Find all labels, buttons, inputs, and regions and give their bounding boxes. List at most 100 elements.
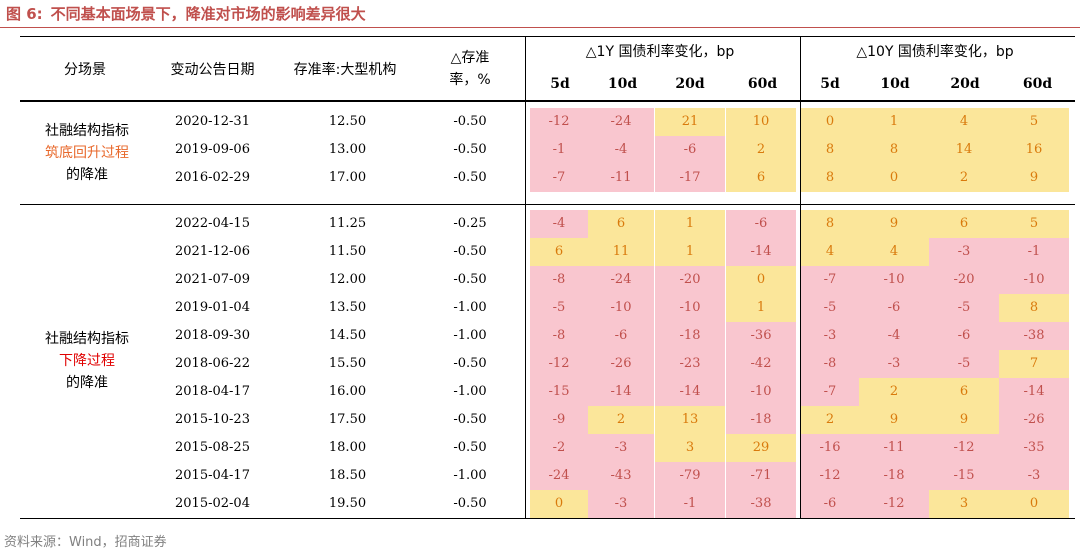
cell-1y-60d: 29 <box>752 440 770 455</box>
header-scene: 分场景 <box>64 62 106 78</box>
cell-1y-5d: -4 <box>552 216 566 231</box>
title-rule <box>0 27 1080 28</box>
cell-bg-1y-20d <box>655 490 725 518</box>
cell-10y-60d: 9 <box>1029 170 1039 185</box>
cell-1y-10d: -10 <box>610 300 632 315</box>
cell-1y-20d: -6 <box>683 142 697 157</box>
cell-1y-10d: -14 <box>610 384 632 399</box>
cell-bg-10y-10d <box>859 378 929 406</box>
cell-date: 2021-12-06 <box>175 244 250 259</box>
cell-10y-10d: -3 <box>887 356 901 371</box>
cell-bg-1y-20d <box>655 406 725 434</box>
cell-10y-5d: -7 <box>823 384 837 399</box>
cell-1y-60d: 0 <box>756 272 766 287</box>
cell-10y-20d: 6 <box>959 384 969 399</box>
cell-10y-10d: 4 <box>889 244 899 259</box>
group-label-line3: 的降准 <box>66 375 108 391</box>
cell-bg-1y-10d <box>588 136 654 164</box>
header-delta-rrr-line1: △存准 <box>450 50 490 66</box>
cell-10y-60d: -3 <box>1027 468 1041 483</box>
cell-1y-60d: -36 <box>750 328 772 343</box>
cell-bg-10y-10d <box>859 108 929 136</box>
cell-bg-10y-60d <box>999 490 1069 518</box>
cell-bg-10y-5d <box>801 164 859 192</box>
cell-10y-20d: -5 <box>957 356 971 371</box>
table-top-rule <box>20 36 1075 37</box>
cell-bg-1y-10d <box>588 378 654 406</box>
cell-date: 2018-06-22 <box>175 356 250 371</box>
cell-bg-1y-10d <box>588 490 654 518</box>
cell-1y-20d: -18 <box>679 328 701 343</box>
cell-1y-20d: -20 <box>679 272 701 287</box>
cell-bg-10y-10d <box>859 406 929 434</box>
cell-bg-1y-20d <box>655 108 725 136</box>
cell-1y-20d: 1 <box>685 216 695 231</box>
cell-bg-1y-5d <box>530 406 588 434</box>
cell-bg-10y-5d <box>801 322 859 350</box>
cell-bg-1y-5d <box>530 238 588 266</box>
cell-bg-10y-5d <box>801 490 859 518</box>
cell-1y-60d: -10 <box>750 384 772 399</box>
cell-rrr: 12.00 <box>328 272 367 287</box>
cell-bg-10y-60d <box>999 406 1069 434</box>
header-rrr: 存准率:大型机构 <box>293 62 397 78</box>
cell-bg-1y-10d <box>588 350 654 378</box>
cell-10y-60d: 0 <box>1029 496 1039 511</box>
cell-10y-5d: 4 <box>825 244 835 259</box>
cell-delta-rrr: -0.50 <box>453 142 487 157</box>
cell-10y-20d: -12 <box>953 440 975 455</box>
cell-delta-rrr: -0.50 <box>453 170 487 185</box>
cell-1y-20d: 1 <box>685 244 695 259</box>
cell-bg-1y-5d <box>530 462 588 490</box>
cell-date: 2020-12-31 <box>175 114 250 129</box>
header-group-10y: △10Y 国债利率变化，bp <box>856 44 1014 60</box>
cell-date: 2015-10-23 <box>175 412 250 427</box>
cell-bg-10y-5d <box>801 108 859 136</box>
cell-bg-10y-60d <box>999 350 1069 378</box>
cell-1y-10d: -26 <box>610 356 632 371</box>
cell-bg-1y-20d <box>655 350 725 378</box>
cell-bg-10y-10d <box>859 434 929 462</box>
cell-1y-5d: -2 <box>552 440 566 455</box>
cell-10y-20d: -6 <box>957 328 971 343</box>
cell-bg-10y-10d <box>859 350 929 378</box>
cell-delta-rrr: -1.00 <box>453 300 487 315</box>
cell-bg-1y-5d <box>530 164 588 192</box>
cell-delta-rrr: -0.25 <box>453 216 487 231</box>
header-1y-20d: 20d <box>675 76 705 92</box>
cell-bg-1y-60d <box>726 238 796 266</box>
cell-10y-5d: -7 <box>823 272 837 287</box>
cell-bg-1y-20d <box>655 378 725 406</box>
cell-bg-10y-60d <box>999 266 1069 294</box>
cell-bg-1y-5d <box>530 490 588 518</box>
cell-delta-rrr: -0.50 <box>453 114 487 129</box>
header-bottom-rule <box>20 100 1075 102</box>
cell-1y-60d: -14 <box>750 244 772 259</box>
cell-1y-5d: -5 <box>552 300 566 315</box>
cell-bg-1y-60d <box>726 294 796 322</box>
cell-bg-10y-20d <box>929 462 999 490</box>
cell-bg-1y-5d <box>530 294 588 322</box>
cell-10y-5d: 8 <box>825 170 835 185</box>
cell-bg-1y-20d <box>655 266 725 294</box>
cell-bg-10y-20d <box>929 378 999 406</box>
cell-bg-1y-60d <box>726 266 796 294</box>
header-1y-60d: 60d <box>747 76 778 92</box>
cell-delta-rrr: -0.50 <box>453 412 487 427</box>
cell-10y-20d: -5 <box>957 300 971 315</box>
cell-1y-5d: -9 <box>552 412 566 427</box>
group-label-line3: 的降准 <box>66 167 108 183</box>
cell-10y-60d: -38 <box>1023 328 1045 343</box>
cell-bg-1y-5d <box>530 108 588 136</box>
cell-bg-10y-20d <box>929 322 999 350</box>
cell-bg-1y-60d <box>726 322 796 350</box>
cell-bg-10y-20d <box>929 238 999 266</box>
group-label-line2: 筑底回升过程 <box>45 145 129 161</box>
cell-bg-10y-20d <box>929 350 999 378</box>
cell-date: 2016-02-29 <box>175 170 250 185</box>
cell-1y-20d: -1 <box>683 496 697 511</box>
cell-bg-10y-5d <box>801 378 859 406</box>
cell-10y-60d: 5 <box>1029 216 1039 231</box>
cell-rrr: 15.50 <box>328 356 367 371</box>
cell-bg-1y-60d <box>726 462 796 490</box>
